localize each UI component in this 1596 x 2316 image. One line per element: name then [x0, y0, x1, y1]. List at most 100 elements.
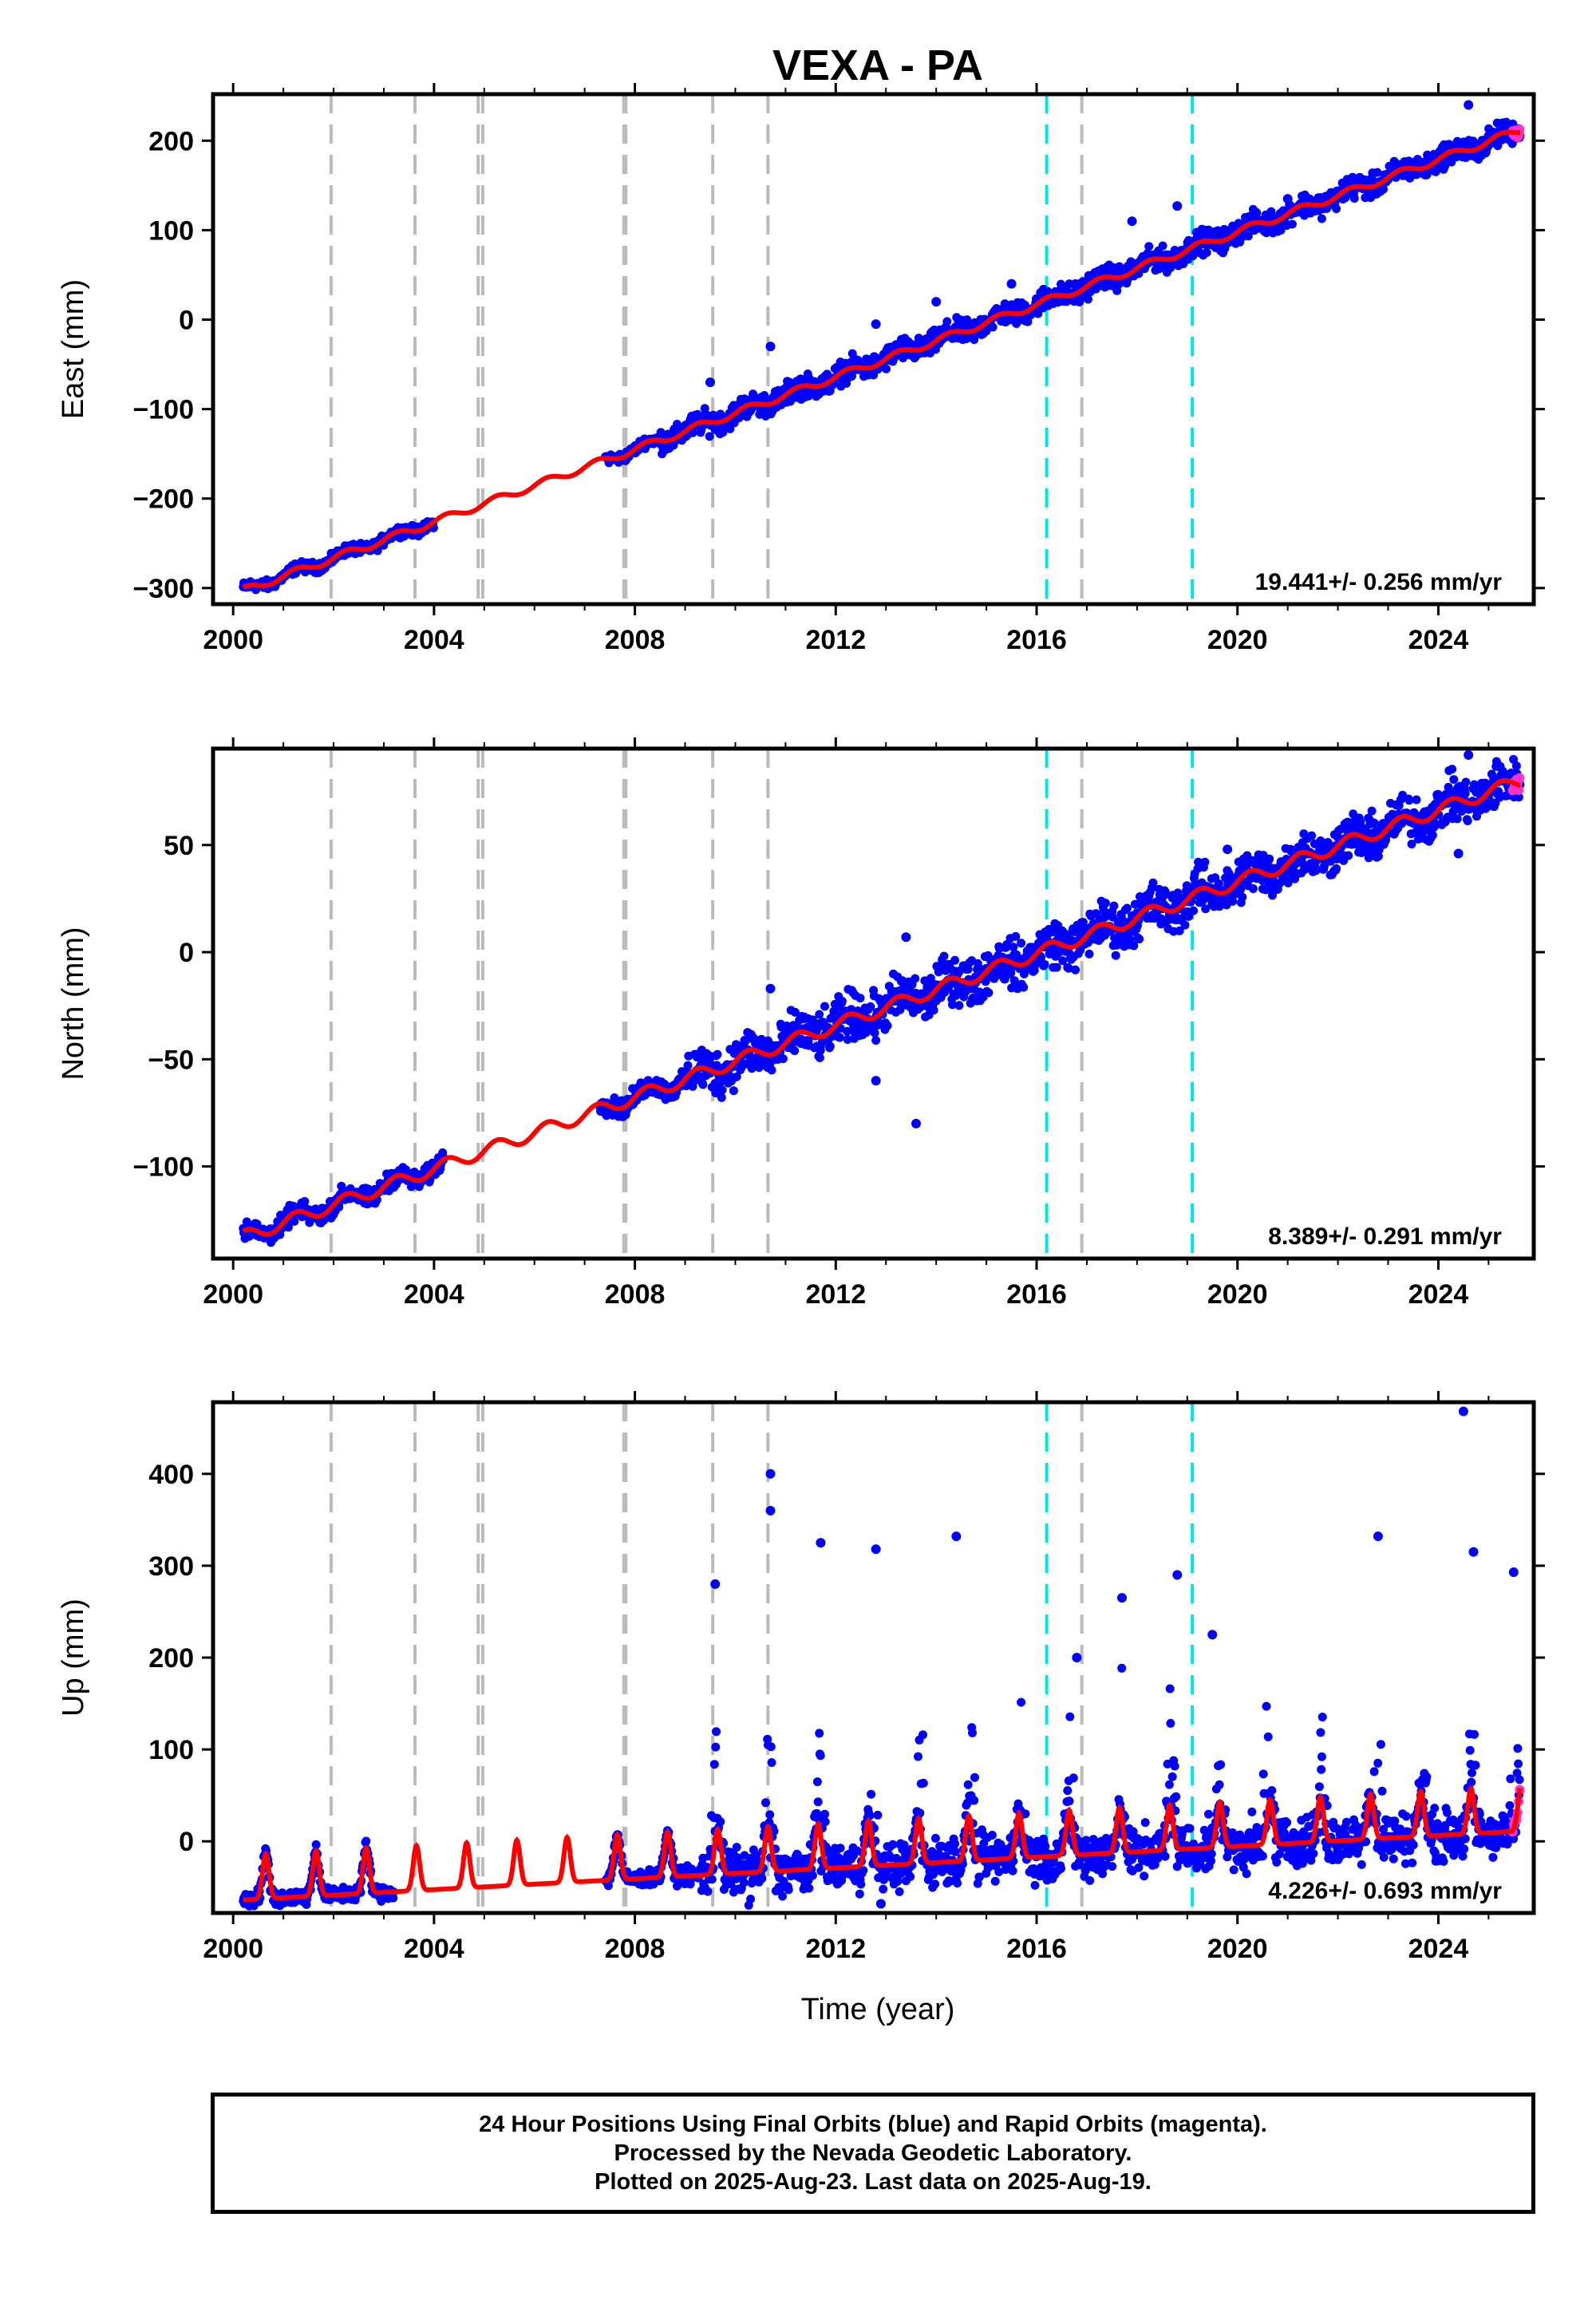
- y-tick-label: 0: [179, 306, 194, 336]
- final-orbit-point: [968, 1728, 977, 1737]
- outlier-point: [901, 932, 911, 943]
- final-orbit-point: [1069, 1773, 1078, 1783]
- final-orbit-point: [816, 1751, 825, 1761]
- final-orbit-point: [1200, 857, 1210, 867]
- y-tick-label: −300: [132, 574, 194, 604]
- final-orbit-point: [732, 1843, 741, 1852]
- final-orbit-point: [1202, 248, 1211, 257]
- final-orbit-point: [784, 1885, 793, 1895]
- outlier-point: [1453, 848, 1464, 859]
- final-orbit-point: [1017, 1697, 1026, 1707]
- final-orbit-point: [1349, 194, 1359, 203]
- final-orbit-point: [855, 994, 865, 1003]
- final-orbit-point: [813, 1797, 823, 1807]
- final-orbit-point: [1158, 241, 1167, 251]
- model-fit-line: [242, 129, 1520, 590]
- outlier-point: [705, 377, 715, 387]
- velocity-label: 8.389+/- 0.291 mm/yr: [1268, 1223, 1502, 1250]
- y-tick-label: 50: [164, 831, 194, 861]
- final-orbit-point: [1449, 775, 1459, 785]
- final-orbit-point: [778, 1891, 788, 1901]
- x-tick-label: 2020: [1207, 625, 1268, 655]
- final-orbit-point: [1412, 795, 1421, 804]
- final-orbit-point: [729, 1086, 738, 1096]
- final-orbit-point: [1008, 1866, 1017, 1875]
- final-orbit-point: [716, 1817, 725, 1827]
- final-orbit-point: [820, 1809, 829, 1819]
- final-orbit-point: [812, 1777, 822, 1787]
- final-orbit-point: [1085, 1875, 1095, 1885]
- outlier-point: [871, 1076, 881, 1086]
- final-orbit-point: [778, 1054, 788, 1064]
- final-orbit-point: [1511, 761, 1521, 771]
- outlier-point: [765, 983, 776, 994]
- final-orbit-point: [1463, 816, 1472, 825]
- final-orbit-point: [835, 1033, 844, 1042]
- final-orbit-point: [1379, 184, 1388, 194]
- final-orbit-point: [1057, 1863, 1065, 1873]
- x-tick-label: 2008: [605, 625, 666, 655]
- final-orbit-point: [361, 1836, 371, 1846]
- outlier-point: [1223, 844, 1233, 855]
- final-orbit-point: [1017, 939, 1026, 948]
- final-orbit-point: [688, 428, 697, 437]
- final-orbit-point: [950, 955, 960, 965]
- final-orbit-point: [1084, 949, 1094, 958]
- final-orbit-point: [942, 317, 952, 326]
- outlier-point: [911, 1118, 921, 1128]
- final-orbit-point: [837, 997, 847, 1006]
- final-orbit-point: [1052, 962, 1061, 972]
- final-orbit-point: [867, 1789, 876, 1799]
- final-orbit-point: [939, 951, 949, 961]
- final-orbit-point: [1071, 965, 1080, 974]
- final-orbit-point: [855, 1889, 864, 1899]
- final-orbit-point: [836, 1844, 845, 1853]
- final-orbit-point: [870, 1028, 879, 1037]
- final-orbit-point: [717, 1093, 726, 1102]
- final-orbit-point: [984, 988, 994, 998]
- chart-title: VEXA - PA: [772, 41, 983, 89]
- final-orbit-point: [300, 1196, 310, 1206]
- final-orbit-point: [820, 1817, 830, 1827]
- final-orbit-point: [1111, 951, 1120, 960]
- final-orbit-point: [906, 1872, 915, 1881]
- final-orbit-point: [873, 1810, 883, 1820]
- final-orbit-point: [1166, 263, 1175, 272]
- final-orbit-point: [1252, 208, 1262, 218]
- final-orbit-point: [930, 1879, 940, 1889]
- final-orbit-point: [987, 1831, 997, 1840]
- final-orbit-point: [1065, 1712, 1075, 1721]
- final-orbit-point: [918, 1730, 927, 1740]
- final-orbit-point: [1135, 935, 1144, 944]
- outlier-point: [871, 319, 881, 330]
- x-tick-label: 2016: [1006, 625, 1067, 655]
- final-orbit-point: [709, 1760, 719, 1769]
- final-orbit-point: [765, 1810, 775, 1820]
- y-axis-label: North (mm): [57, 927, 90, 1080]
- y-tick-label: 0: [179, 938, 194, 968]
- final-orbit-point: [1123, 903, 1132, 913]
- x-tick-label: 2008: [605, 1279, 666, 1310]
- final-orbit-point: [871, 1036, 881, 1045]
- final-orbit-point: [950, 1839, 960, 1848]
- x-tick-label: 2016: [1006, 1279, 1067, 1310]
- data-points: [239, 1406, 1525, 1911]
- final-orbit-point: [883, 1021, 892, 1030]
- final-orbit-point: [1344, 851, 1353, 860]
- final-orbit-point: [895, 1887, 904, 1896]
- final-orbit-point: [1369, 818, 1379, 828]
- final-orbit-point: [1287, 219, 1297, 229]
- final-orbit-point: [815, 1729, 824, 1738]
- outlier-point: [1282, 194, 1293, 204]
- final-orbit-point: [970, 335, 979, 344]
- y-tick-label: 100: [148, 215, 194, 246]
- outlier-point: [1172, 201, 1183, 211]
- final-orbit-point: [1460, 788, 1470, 798]
- velocity-label: 19.441+/- 0.256 mm/yr: [1255, 569, 1503, 595]
- final-orbit-point: [808, 1871, 817, 1880]
- outlier-point: [1464, 750, 1474, 761]
- final-orbit-point: [970, 1796, 979, 1805]
